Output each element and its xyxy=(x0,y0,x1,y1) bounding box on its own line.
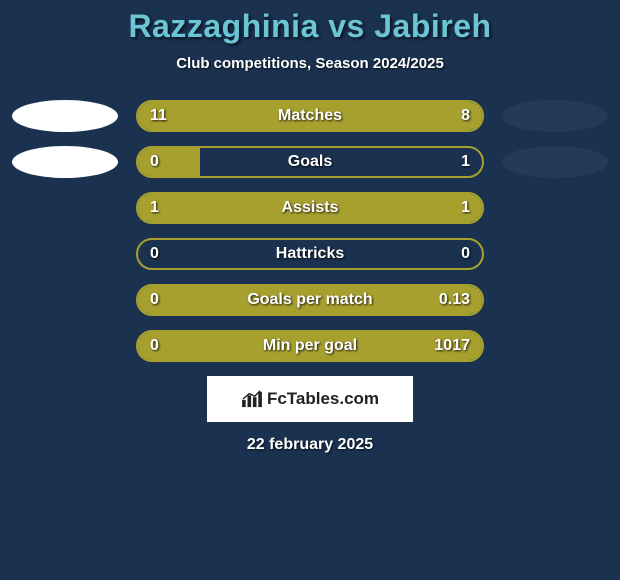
value-right: 8 xyxy=(461,107,470,125)
stat-bar: 0 1017 Min per goal xyxy=(136,330,484,362)
stat-row: 0 1017 Min per goal xyxy=(0,330,620,362)
value-left: 0 xyxy=(150,291,159,309)
fill-left xyxy=(138,148,200,176)
stats-list: 118Matches01Goals11Assists00Hattricks00.… xyxy=(0,100,620,362)
stat-row: 1 1 Assists xyxy=(0,192,620,224)
value-left: 1 xyxy=(150,199,159,217)
stat-label: Matches xyxy=(278,107,342,125)
date-text: 22 february 2025 xyxy=(0,436,620,454)
stat-row: 0 0 Hattricks xyxy=(0,238,620,270)
value-right: 0.13 xyxy=(439,291,470,309)
stat-bar: 1 1 Assists xyxy=(136,192,484,224)
stat-row: 0 1 Goals xyxy=(0,146,620,178)
stat-row: 11 8 Matches xyxy=(0,100,620,132)
page-title: Razzaghinia vs Jabireh xyxy=(0,8,620,45)
value-left: 0 xyxy=(150,337,159,355)
stat-row: 0 0.13 Goals per match xyxy=(0,284,620,316)
stat-label: Assists xyxy=(282,199,339,217)
stat-label: Hattricks xyxy=(276,245,344,263)
value-left: 11 xyxy=(150,107,167,125)
value-right: 1 xyxy=(461,199,470,217)
value-right: 1017 xyxy=(434,337,470,355)
stat-bar: 0 0 Hattricks xyxy=(136,238,484,270)
player-ellipse-right xyxy=(502,100,608,132)
subtitle: Club competitions, Season 2024/2025 xyxy=(0,55,620,72)
player-ellipse-left xyxy=(12,146,118,178)
player-ellipse-right xyxy=(502,146,608,178)
stat-label: Goals per match xyxy=(247,291,372,309)
stat-label: Goals xyxy=(288,153,332,171)
stat-bar: 11 8 Matches xyxy=(136,100,484,132)
brand-badge: FcTables.com xyxy=(207,376,413,422)
stat-bar: 0 0.13 Goals per match xyxy=(136,284,484,316)
stat-label: Min per goal xyxy=(263,337,357,355)
value-left: 0 xyxy=(150,153,159,171)
brand-text: FcTables.com xyxy=(267,389,379,409)
value-right: 1 xyxy=(461,153,470,171)
stat-bar: 0 1 Goals xyxy=(136,146,484,178)
player-ellipse-left xyxy=(12,100,118,132)
comparison-infographic: Razzaghinia vs Jabireh Club competitions… xyxy=(0,0,620,454)
chart-icon xyxy=(241,390,263,408)
value-right: 0 xyxy=(461,245,470,263)
value-left: 0 xyxy=(150,245,159,263)
